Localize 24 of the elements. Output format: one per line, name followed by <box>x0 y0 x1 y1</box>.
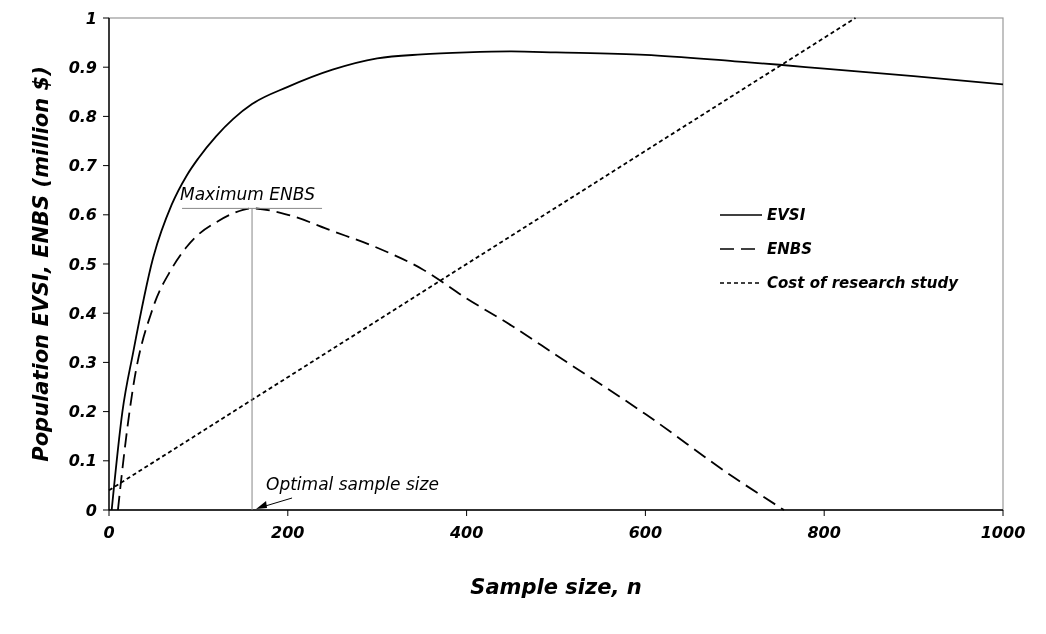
y-tick-label: 1 <box>85 8 97 28</box>
y-tick-label: 0.4 <box>68 303 97 323</box>
legend-label: Cost of research study <box>767 274 960 293</box>
y-tick-label: 0.6 <box>68 205 97 225</box>
y-tick-label: 0.5 <box>68 254 97 274</box>
x-tick-label: 200 <box>271 523 305 542</box>
x-tick-label: 1000 <box>980 523 1026 542</box>
y-tick-label: 0.9 <box>68 57 97 77</box>
x-tick-label: 600 <box>628 523 663 542</box>
y-tick-label: 0.7 <box>68 156 98 176</box>
y-tick-label: 0.1 <box>68 451 97 471</box>
legend-label: EVSI <box>767 206 806 225</box>
annotation: Optimal sample size <box>266 474 439 494</box>
legend-label: ENBS <box>767 240 813 259</box>
y-tick-label: 0.8 <box>68 107 97 126</box>
x-tick-label: 400 <box>448 523 484 542</box>
y-tick-label: 0.3 <box>68 353 97 372</box>
x-axis-title: Sample size, n <box>470 575 642 599</box>
y-axis-title: Population EVSI, ENBS (million $) <box>29 66 53 462</box>
x-tick-label: 0 <box>103 523 115 542</box>
annotation: Maximum ENBS <box>180 184 316 205</box>
x-tick-label: 800 <box>807 523 841 542</box>
y-tick-label: 0.2 <box>68 402 97 422</box>
y-tick-label: 0 <box>85 500 97 520</box>
